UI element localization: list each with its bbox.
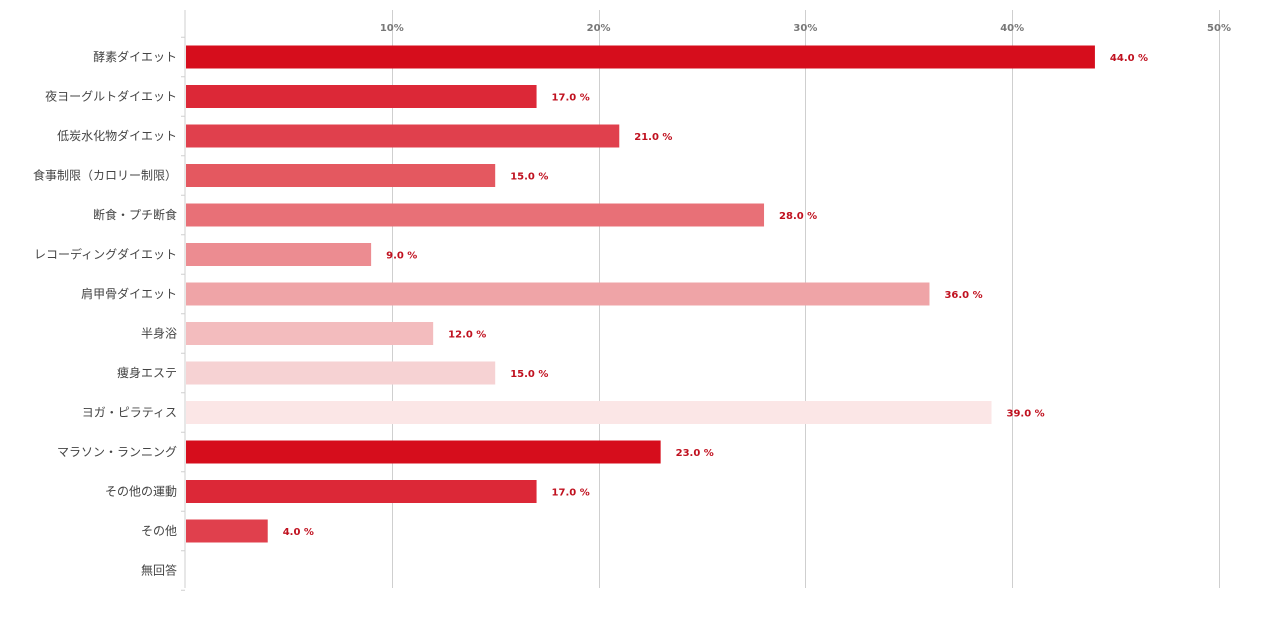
value-label: 44.0 % xyxy=(1110,53,1148,64)
bar xyxy=(186,361,496,385)
bar xyxy=(186,45,1095,69)
value-label: 39.0 % xyxy=(1007,409,1045,420)
bar xyxy=(186,203,765,227)
value-labels: 44.0 % 17.0 % 21.0 % 15.0 % 28.0 % 9.0 % 36.0 … xyxy=(283,53,1148,538)
category-label: 低炭水化物ダイエット xyxy=(57,128,177,143)
bar xyxy=(186,401,992,424)
bar xyxy=(186,164,496,187)
value-label: 17.0 % xyxy=(552,488,590,499)
bar xyxy=(186,322,434,345)
x-tick-labels: 10% 20% 30% 40% 50% xyxy=(380,23,1231,34)
category-label: 半身浴 xyxy=(141,326,177,341)
value-label: 36.0 % xyxy=(944,290,982,301)
bar xyxy=(186,480,537,503)
bar xyxy=(186,440,661,464)
value-label: 21.0 % xyxy=(634,132,672,143)
category-label: 痩身エステ xyxy=(117,365,177,380)
category-label: ヨガ・ピラティス xyxy=(82,406,177,420)
value-label: 23.0 % xyxy=(676,448,714,459)
category-label: 無回答 xyxy=(141,563,177,578)
bar xyxy=(186,282,930,306)
value-label: 28.0 % xyxy=(779,211,817,222)
x-tick-label: 20% xyxy=(587,23,611,34)
x-tick-label: 30% xyxy=(793,23,817,34)
value-label: 17.0 % xyxy=(552,93,590,104)
category-label: レコーディングダイエット xyxy=(34,247,177,262)
category-label: 食事制限（カロリー制限） xyxy=(33,168,177,183)
bars xyxy=(186,45,1095,543)
x-tick-label: 50% xyxy=(1207,23,1231,34)
category-label: その他 xyxy=(141,524,177,538)
value-label: 15.0 % xyxy=(510,172,548,183)
category-label: その他の運動 xyxy=(105,485,177,499)
category-label: 夜ヨーグルトダイエット xyxy=(45,89,177,104)
category-label: マラソン・ランニング xyxy=(57,445,177,459)
x-tick-label: 40% xyxy=(1000,23,1024,34)
value-label: 4.0 % xyxy=(283,527,314,538)
bar xyxy=(186,124,620,148)
x-tick-label: 10% xyxy=(380,23,404,34)
bar xyxy=(186,85,537,108)
category-label: 断食・プチ断食 xyxy=(93,207,177,222)
bar xyxy=(186,519,268,543)
value-label: 9.0 % xyxy=(386,251,417,262)
category-label: 肩甲骨ダイエット xyxy=(81,286,177,301)
category-labels: 酵素ダイエット夜ヨーグルトダイエット低炭水化物ダイエット食事制限（カロリー制限）… xyxy=(33,49,177,578)
category-label: 酵素ダイエット xyxy=(93,49,177,64)
bar xyxy=(186,243,372,266)
value-label: 12.0 % xyxy=(448,330,486,341)
value-label: 15.0 % xyxy=(510,369,548,380)
